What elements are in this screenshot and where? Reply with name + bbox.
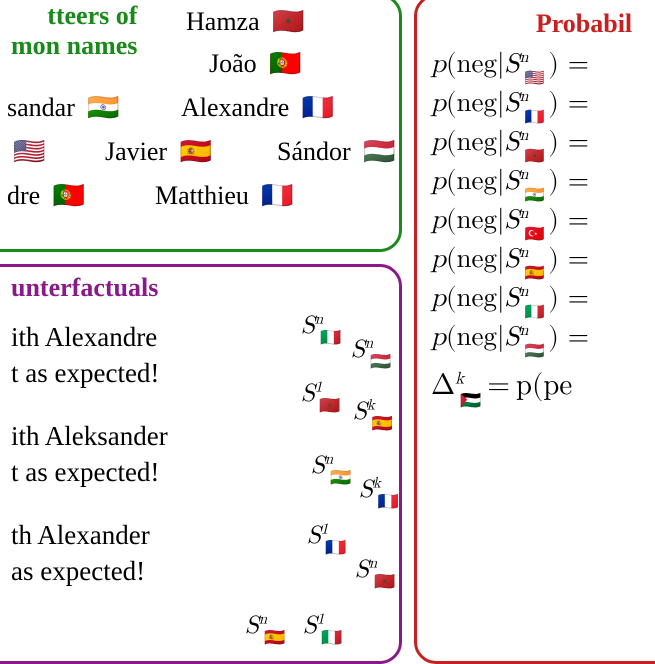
sn-cloud: Sn🇮🇹 Sn🇭🇺 S1🇲🇦 Sk🇪🇸Sn🇮🇳 Sk🇫🇷 S1🇫🇷 Sn🇲🇦 Sn🇪🇸 S1🇮🇹 — [11, 311, 401, 651]
name-item: dre 🇵🇹 — [7, 181, 85, 211]
sn-item: Sn🇪🇸 — [245, 611, 285, 641]
flag-icon: 🇫🇷 — [524, 110, 544, 126]
flag-icon: 🇫🇷 — [261, 181, 293, 211]
sn-item: Sn🇭🇺 — [351, 335, 391, 365]
probability-row: p(neg|Sn🇮🇳) = — [431, 166, 655, 198]
name-text: Sándor — [277, 137, 351, 166]
sn-item: Sk🇫🇷 — [359, 475, 399, 505]
flag-icon: 🇮🇹 — [524, 305, 544, 321]
flag-icon: 🇪🇸 — [524, 266, 544, 282]
probability-row: p(neg|Sn🇫🇷) = — [431, 88, 655, 120]
probability-row: p(neg|Sn🇲🇦) = — [431, 127, 655, 159]
name-text: Hamza — [186, 7, 260, 36]
flag-icon: 🇮🇳 — [87, 93, 119, 123]
flag-icon: 🇮🇳 — [330, 468, 351, 487]
name-item: Javier 🇪🇸 — [105, 137, 212, 167]
flag-icon: 🇫🇷 — [302, 93, 334, 123]
flag-icon: 🇮🇹 — [320, 328, 341, 347]
name-text: dre — [7, 181, 40, 210]
flag-icon: 🇵🇸 — [460, 393, 481, 410]
sn-item: S1🇫🇷 — [307, 521, 347, 551]
flag-icon: 🇺🇸 — [524, 71, 544, 87]
name-item: Alexandre 🇫🇷 — [181, 93, 334, 123]
flag-icon: 🇭🇺 — [363, 137, 395, 167]
probabilities-panel: Probabil p(neg|Sn🇺🇸) =p(neg|Sn🇫🇷) =p(neg… — [414, 0, 655, 664]
probability-row: p(neg|Sn🇺🇸) = — [431, 49, 655, 81]
name-item: sandar 🇮🇳 — [7, 93, 120, 123]
probability-row: p(neg|Sn🇪🇸) = — [431, 244, 655, 276]
probability-row: p(neg|Sn🇭🇺) = — [431, 322, 655, 354]
flag-icon: 🇺🇸 — [13, 137, 45, 167]
name-item: Hamza 🇲🇦 — [186, 7, 305, 37]
flag-icon: 🇭🇺 — [524, 344, 544, 360]
name-text: sandar — [7, 93, 75, 122]
flag-icon: 🇹🇷 — [524, 227, 544, 243]
flag-icon: 🇭🇺 — [370, 352, 391, 371]
flag-icon: 🇪🇸 — [264, 628, 285, 647]
delta-line: Δk🇵🇸=p(pe — [431, 368, 655, 403]
sn-item: Sk🇪🇸 — [353, 397, 393, 427]
name-text: Javier — [105, 137, 167, 166]
name-text: Alexandre — [181, 93, 289, 122]
flag-icon: 🇵🇹 — [53, 181, 85, 211]
gazetteers-panel: tteers of mon names Hamza 🇲🇦João 🇵🇹sanda… — [0, 0, 402, 252]
name-text: Matthieu — [155, 181, 249, 210]
name-item: Sándor 🇭🇺 — [277, 137, 396, 167]
name-text: João — [209, 49, 257, 78]
probabilities-title: Probabil — [431, 9, 655, 39]
flag-icon: 🇫🇷 — [378, 492, 399, 511]
sn-item: Sn🇮🇳 — [311, 451, 351, 481]
sn-item: Sn🇲🇦 — [355, 555, 395, 585]
sn-item: S1🇮🇹 — [303, 611, 343, 641]
counterfactuals-panel: unterfactuals ith Alexandret as expected… — [0, 264, 402, 664]
flag-icon: 🇮🇳 — [524, 188, 544, 204]
flag-icon: 🇫🇷 — [325, 538, 346, 557]
sn-item: S1🇲🇦 — [301, 379, 341, 409]
probability-row: p(neg|Sn🇹🇷) = — [431, 205, 655, 237]
flag-icon: 🇲🇦 — [272, 7, 304, 37]
sn-item: Sn🇮🇹 — [301, 311, 341, 341]
flag-icon: 🇵🇹 — [269, 49, 301, 79]
flag-icon: 🇲🇦 — [319, 396, 340, 415]
flag-icon: 🇪🇸 — [372, 414, 393, 433]
flag-icon: 🇪🇸 — [180, 137, 212, 167]
probability-row: p(neg|Sn🇮🇹) = — [431, 283, 655, 315]
probability-rows: p(neg|Sn🇺🇸) = p(neg|Sn🇫🇷) = p(neg|Sn🇲🇦) = p… — [431, 49, 655, 354]
names-cloud: Hamza 🇲🇦João 🇵🇹sandar 🇮🇳Alexandre 🇫🇷 🇺🇸J… — [11, 3, 401, 213]
name-item: João 🇵🇹 — [209, 49, 302, 79]
flag-icon: 🇮🇹 — [321, 628, 342, 647]
counterfactuals-title: unterfactuals — [11, 273, 158, 303]
name-item: Matthieu 🇫🇷 — [155, 181, 294, 211]
flag-icon: 🇲🇦 — [374, 572, 395, 591]
flag-icon: 🇲🇦 — [524, 149, 544, 165]
name-item: 🇺🇸 — [7, 137, 45, 167]
